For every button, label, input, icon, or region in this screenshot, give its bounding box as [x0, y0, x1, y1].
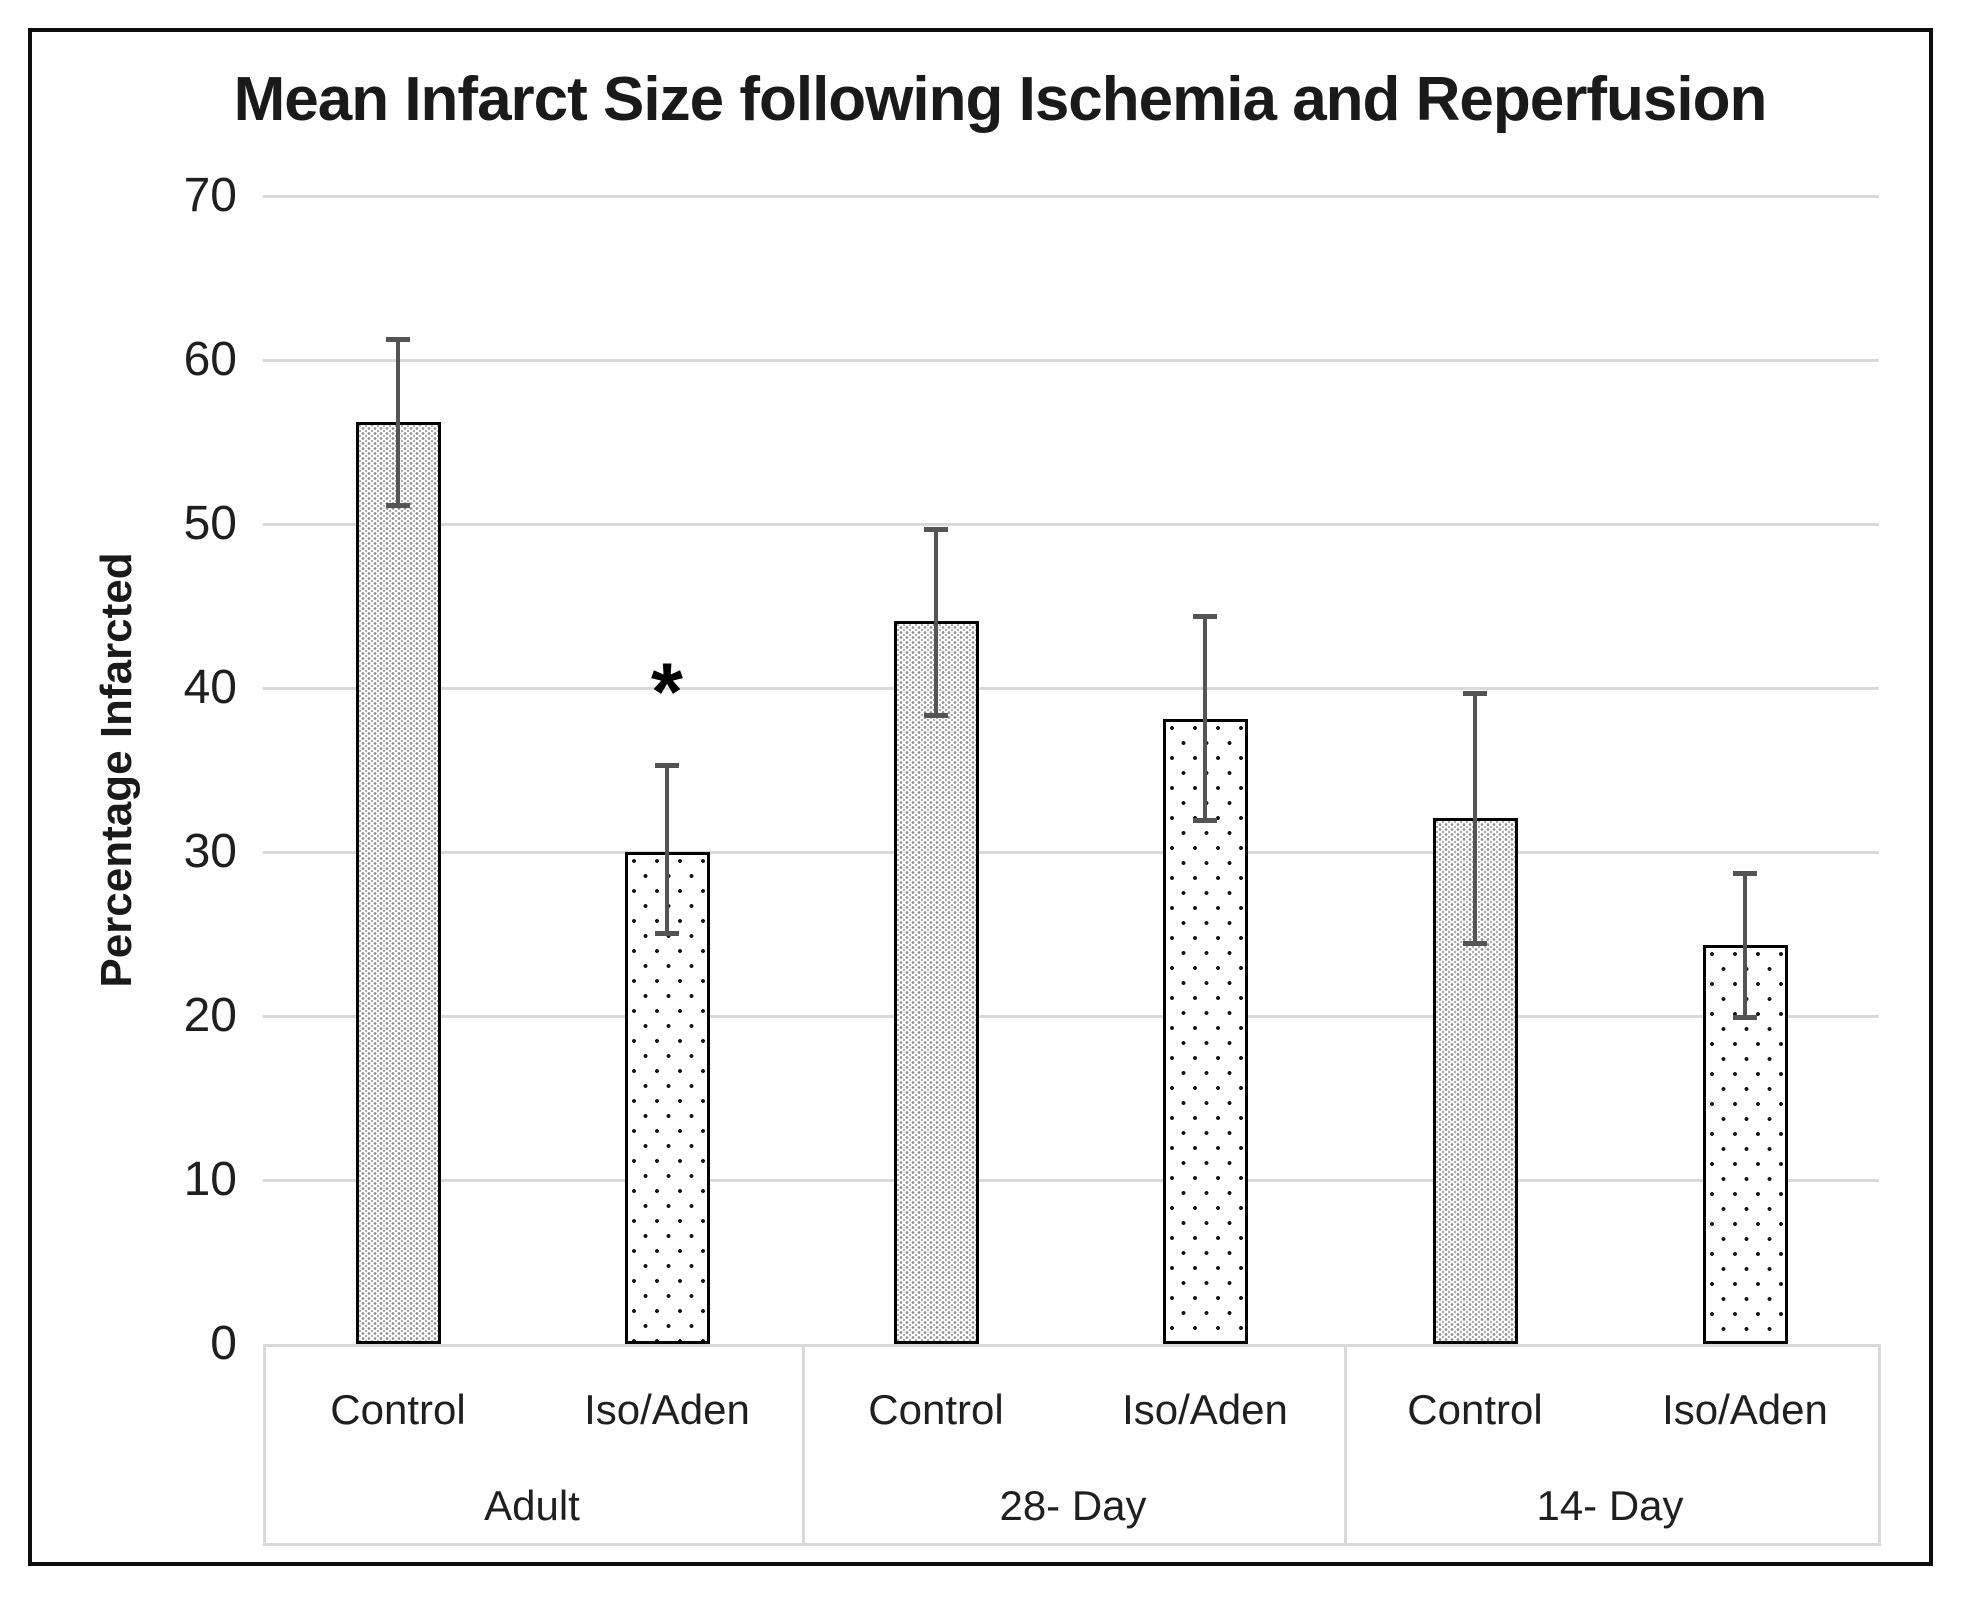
y-tick-label-70: 70	[183, 169, 237, 222]
y-tick-label-50: 50	[183, 497, 237, 550]
error-bar-cap-top	[1733, 871, 1757, 877]
y-axis-title: Percentage Infarcted	[92, 552, 141, 988]
error-bar-cap-top	[1193, 613, 1217, 619]
significance-asterisk: *	[651, 647, 683, 738]
x-group-label-3: 14- Day	[1536, 1482, 1684, 1529]
x-category-label: Control	[330, 1386, 466, 1433]
x-group-label-1: Adult	[484, 1482, 580, 1529]
x-category-label: Iso/Aden	[584, 1386, 750, 1433]
gridline-50	[263, 523, 1879, 526]
x-group-label-2: 28- Day	[999, 1482, 1147, 1529]
error-bar-cap-bottom	[1733, 1014, 1757, 1020]
x-category-label: Control	[1407, 1386, 1543, 1433]
y-tick-label-40: 40	[183, 661, 237, 714]
bar-Adult-Iso-Aden	[624, 852, 710, 1344]
group-separator-1	[802, 1344, 805, 1546]
x-category-label: Iso/Aden	[1122, 1386, 1288, 1433]
figure-frame	[28, 28, 1933, 1566]
gridline-60	[263, 359, 1879, 362]
y-tick-label-0: 0	[210, 1317, 237, 1370]
gridline-40	[263, 687, 1879, 690]
category-axis-box	[263, 1344, 1881, 1546]
error-bar-cap-bottom	[924, 712, 948, 718]
error-bar-line	[1743, 873, 1747, 1018]
y-tick-label-30: 30	[183, 825, 237, 878]
chart-title: Mean Infarct Size following Ischemia and…	[233, 65, 1768, 134]
bar-Adult-Control	[355, 422, 441, 1344]
bar-28-Day-Control	[893, 620, 979, 1344]
error-bar-line	[396, 338, 400, 506]
error-bar-cap-top	[655, 763, 679, 769]
bar-14-Day-Iso-Aden	[1702, 945, 1788, 1344]
bar-14-Day-Control	[1432, 817, 1518, 1344]
bar-28-Day-Iso-Aden	[1162, 719, 1248, 1344]
error-bar-cap-bottom	[655, 931, 679, 936]
y-tick-label-20: 20	[183, 989, 237, 1042]
gridline-10	[263, 1179, 1879, 1182]
error-bar-cap-bottom	[1193, 817, 1217, 823]
error-bar-line	[1473, 692, 1477, 944]
error-bar-cap-top	[1463, 690, 1487, 696]
gridline-70	[263, 195, 1879, 198]
y-tick-label-60: 60	[183, 333, 237, 386]
group-separator-2	[1344, 1344, 1347, 1546]
x-category-label: Iso/Aden	[1662, 1386, 1828, 1433]
gridline-20	[263, 1015, 1879, 1018]
x-category-label: Control	[868, 1386, 1004, 1433]
error-bar-cap-top	[386, 336, 410, 342]
error-bar-cap-bottom	[386, 502, 410, 508]
y-tick-label-10: 10	[183, 1153, 237, 1206]
gridline-30	[263, 851, 1879, 854]
error-bar-line	[665, 765, 669, 934]
error-bar-cap-top	[924, 526, 948, 532]
error-bar-cap-bottom	[1463, 940, 1487, 946]
error-bar-line	[934, 528, 938, 716]
error-bar-line	[1203, 615, 1207, 821]
